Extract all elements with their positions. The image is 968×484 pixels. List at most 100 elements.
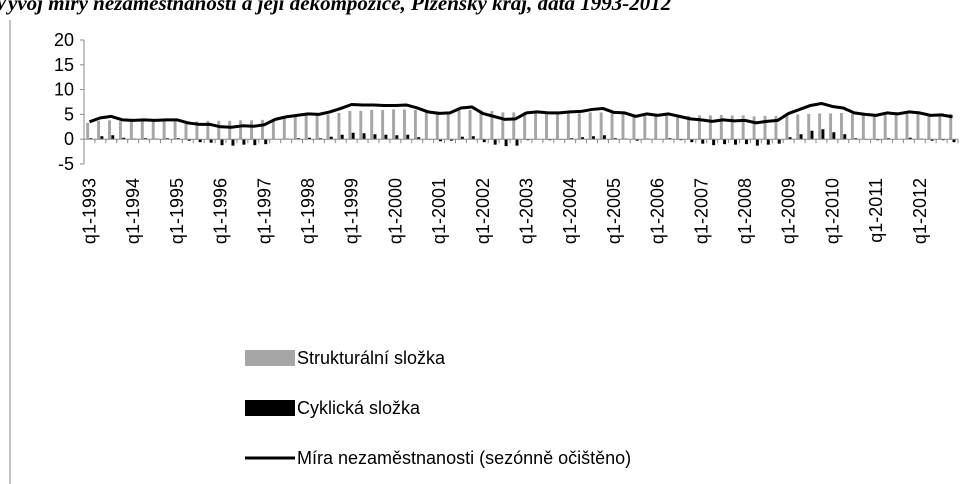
bar	[282, 117, 286, 140]
bar	[777, 139, 781, 144]
legend-label: Cyklická složka	[297, 398, 421, 418]
legend-label: Míra nezaměstnanosti (sezónně očištěno)	[297, 448, 631, 468]
x-tick-label: q1-2011	[866, 178, 886, 243]
bar	[785, 115, 789, 140]
bar	[337, 112, 341, 140]
y-tick-label: 0	[64, 129, 74, 149]
bar	[413, 109, 417, 140]
bar	[829, 113, 833, 140]
bar	[602, 135, 606, 140]
x-tick-label: q1-2009	[779, 178, 799, 244]
legend-label: Strukturální složka	[297, 348, 446, 368]
bar	[788, 137, 792, 140]
x-tick-label: q1-1999	[342, 178, 362, 244]
bar	[512, 112, 516, 140]
bar	[439, 139, 443, 142]
y-tick-label: 5	[64, 104, 74, 124]
x-tick-label: q1-2010	[822, 178, 842, 244]
bar	[654, 115, 658, 140]
bar	[744, 139, 748, 145]
bar	[894, 113, 898, 140]
bar	[253, 139, 257, 146]
bar	[362, 133, 366, 140]
bar	[905, 113, 909, 140]
bar	[471, 136, 475, 140]
bar	[592, 136, 595, 140]
x-tick-label: q1-1997	[254, 178, 274, 244]
bar	[271, 119, 275, 140]
y-tick-label: 15	[54, 55, 74, 75]
bar	[774, 115, 778, 140]
x-tick-label: q1-2003	[516, 178, 536, 244]
bar	[938, 113, 942, 140]
bar	[129, 120, 133, 140]
bar	[293, 116, 297, 140]
x-tick-label: q1-2001	[429, 178, 449, 244]
bar	[417, 137, 421, 140]
bar	[952, 139, 956, 143]
bar	[340, 134, 344, 140]
bar	[446, 111, 450, 140]
line	[88, 101, 953, 129]
bar	[406, 134, 410, 140]
x-tick-label: q1-1994	[123, 178, 143, 244]
bar	[392, 109, 396, 140]
legend-swatch	[245, 350, 295, 366]
bar	[723, 139, 727, 145]
bar	[184, 121, 188, 140]
bar	[228, 120, 232, 140]
x-tick-label: q1-2005	[604, 178, 624, 244]
bar	[621, 113, 625, 140]
bar	[206, 120, 210, 140]
bar	[86, 122, 90, 140]
bar	[534, 111, 538, 140]
bar	[766, 139, 770, 145]
bar	[676, 115, 680, 140]
bar	[635, 139, 639, 141]
bar	[231, 139, 235, 146]
bar	[424, 111, 428, 140]
bar	[239, 120, 243, 140]
bar	[250, 120, 254, 140]
bar	[468, 109, 472, 140]
bar	[359, 110, 363, 140]
legend-swatch	[245, 400, 295, 416]
bar	[632, 114, 636, 140]
bar	[242, 139, 246, 145]
bar	[209, 139, 213, 143]
bar	[515, 139, 519, 146]
bar	[807, 113, 811, 140]
bar	[555, 112, 559, 140]
bar	[832, 132, 836, 140]
bar	[187, 139, 191, 141]
x-tick-label: q1-1993	[79, 178, 99, 244]
bar	[697, 115, 701, 140]
x-tick-label: q1-1998	[298, 178, 318, 244]
bar	[687, 115, 691, 140]
bar	[435, 111, 439, 140]
bar	[730, 115, 734, 140]
x-tick-label: q1-2002	[473, 178, 493, 244]
bar	[883, 113, 887, 140]
bar	[97, 120, 101, 140]
bar	[690, 139, 694, 143]
bar	[796, 114, 800, 140]
bar	[195, 121, 199, 140]
bar	[810, 130, 814, 140]
bar	[100, 136, 104, 140]
bar	[373, 134, 377, 140]
bar	[665, 114, 669, 140]
bar	[643, 114, 647, 140]
bar	[927, 113, 931, 140]
bar	[479, 110, 483, 140]
bar	[599, 112, 603, 140]
bar	[217, 120, 221, 140]
bar	[384, 134, 388, 140]
bar	[741, 115, 745, 140]
bar	[840, 112, 843, 140]
bar	[577, 113, 581, 140]
bar	[490, 110, 494, 140]
bar	[140, 120, 144, 140]
